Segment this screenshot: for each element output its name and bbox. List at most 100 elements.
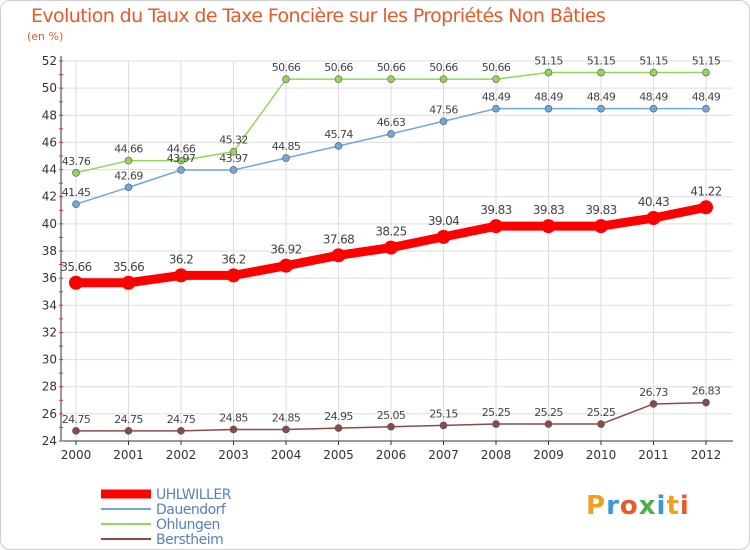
x-tick-label: 2010: [586, 448, 617, 462]
data-point: [174, 268, 188, 283]
data-point: [282, 425, 290, 434]
data-label: 51.15: [639, 55, 668, 68]
data-point: [177, 427, 185, 435]
chart-subtitle: (en %): [27, 30, 64, 43]
y-tick-label: 50: [42, 81, 57, 95]
y-tick-label: 46: [42, 135, 57, 149]
data-point: [72, 200, 80, 208]
data-label: 24.75: [114, 413, 143, 426]
data-point: [387, 130, 395, 138]
x-tick-label: 2008: [481, 448, 512, 462]
data-label: 26.73: [639, 386, 668, 399]
logo-letter: t: [666, 491, 680, 521]
data-label: 24.75: [62, 413, 91, 426]
data-label: 25.15: [429, 407, 458, 420]
x-tick-label: 2000: [61, 448, 92, 462]
data-label: 46.63: [377, 116, 406, 129]
data-point: [334, 142, 343, 150]
x-tick-label: 2002: [166, 448, 197, 462]
data-label: 37.68: [323, 232, 354, 246]
logo-letter: r: [606, 491, 620, 521]
data-label: 39.83: [533, 203, 564, 217]
data-point: [594, 219, 608, 234]
logo-letter: x: [638, 491, 657, 521]
y-tick-label: 30: [42, 353, 57, 367]
y-tick-label: 32: [42, 325, 57, 339]
chart-title: Evolution du Taux de Taxe Foncière sur l…: [31, 5, 606, 27]
data-label: 50.66: [272, 61, 301, 74]
x-tick-label: 2004: [271, 448, 302, 462]
data-point: [124, 156, 133, 165]
data-label: 24.85: [219, 411, 248, 424]
logo-letter: i: [656, 491, 667, 521]
data-point: [492, 420, 500, 428]
logo-letter: o: [619, 491, 639, 521]
data-label: 44.85: [272, 140, 301, 153]
data-point: [229, 166, 238, 174]
data-label: 35.66: [60, 260, 91, 274]
data-label: 26.83: [692, 385, 721, 398]
y-tick-label: 40: [42, 217, 57, 231]
data-label: 36.92: [270, 243, 301, 257]
data-label: 25.25: [587, 406, 616, 419]
data-label: 36.2: [169, 252, 193, 266]
data-label: 45.32: [219, 134, 248, 147]
x-tick-label: 2001: [113, 448, 144, 462]
data-label: 24.85: [272, 411, 301, 424]
data-point: [597, 420, 605, 428]
data-point: [72, 169, 80, 177]
y-tick-label: 52: [42, 54, 57, 68]
data-point: [279, 258, 293, 273]
y-tick-label: 36: [42, 271, 57, 285]
data-point: [439, 421, 448, 430]
data-point: [702, 104, 710, 113]
proxiti-logo: Proxiti: [586, 491, 690, 521]
y-tick-label: 28: [42, 380, 57, 394]
data-label: 44.66: [114, 143, 143, 156]
data-point: [649, 400, 658, 408]
data-point: [597, 68, 605, 77]
data-label: 39.83: [585, 203, 616, 217]
data-point: [439, 117, 448, 126]
data-point: [436, 229, 451, 244]
data-point: [334, 75, 343, 83]
data-label: 42.69: [114, 169, 143, 182]
data-label: 25.25: [482, 406, 511, 419]
data-label: 51.15: [692, 55, 721, 68]
x-tick-label: 2011: [638, 448, 669, 462]
legend-label: UHLWILLER: [156, 487, 232, 503]
data-point: [489, 219, 503, 234]
y-tick-label: 42: [42, 190, 57, 204]
data-label: 43.76: [62, 155, 91, 168]
legend-label: Berstheim: [156, 532, 223, 548]
data-point: [544, 420, 553, 428]
y-tick-label: 26: [42, 407, 57, 421]
data-label: 43.97: [167, 152, 196, 165]
data-point: [387, 75, 395, 83]
data-label: 35.66: [113, 260, 144, 274]
x-tick-label: 2007: [428, 448, 459, 462]
data-label: 50.66: [377, 61, 406, 74]
data-point: [544, 68, 553, 77]
data-point: [72, 427, 80, 435]
data-label: 48.49: [639, 91, 668, 104]
data-point: [334, 424, 343, 432]
legend-label: Ohlungen: [156, 517, 220, 533]
data-label: 45.74: [324, 128, 353, 141]
data-point: [544, 104, 553, 113]
data-point: [649, 104, 658, 113]
data-label: 38.25: [375, 225, 406, 239]
data-label: 50.66: [429, 61, 458, 74]
data-label: 25.25: [534, 406, 563, 419]
data-point: [387, 422, 395, 431]
data-point: [226, 268, 241, 283]
data-point: [492, 75, 500, 83]
data-label: 44.66: [167, 143, 196, 156]
data-point: [702, 398, 710, 407]
data-point: [384, 240, 398, 255]
data-point: [124, 183, 133, 192]
data-point: [282, 154, 290, 162]
data-point: [702, 68, 710, 77]
data-point: [121, 275, 136, 290]
